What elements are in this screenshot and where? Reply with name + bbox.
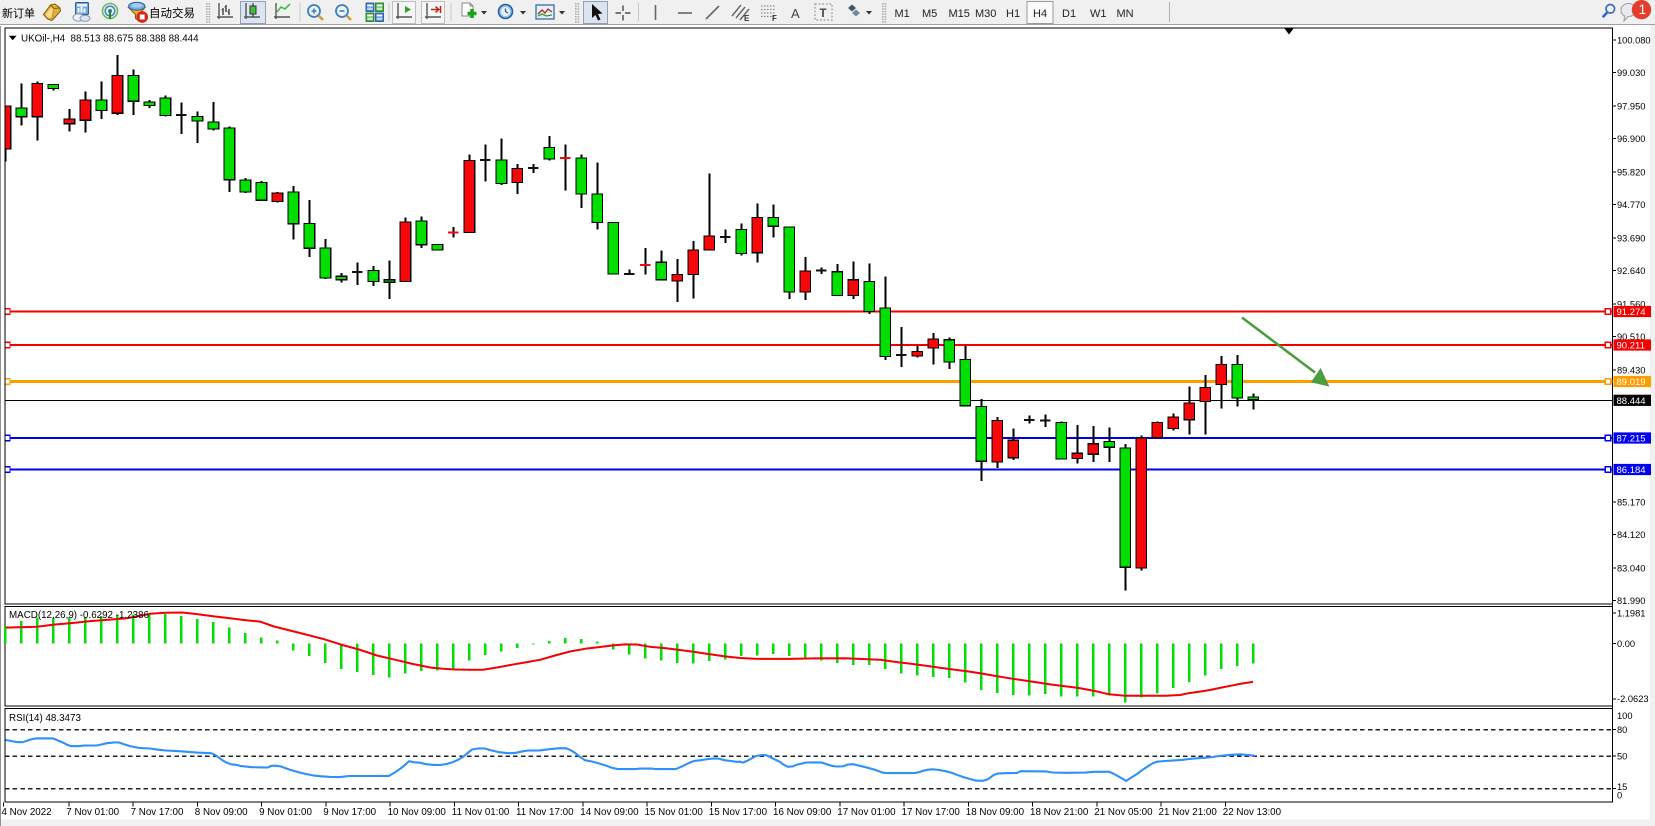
svg-text:80: 80 — [1617, 725, 1627, 735]
svg-text:17 Nov 01:00: 17 Nov 01:00 — [837, 807, 896, 818]
svg-text:97.950: 97.950 — [1617, 101, 1645, 111]
svg-text:RSI(14) 48.3473: RSI(14) 48.3473 — [9, 713, 81, 724]
svg-text:H1: H1 — [1006, 8, 1020, 20]
svg-text:90.211: 90.211 — [1617, 341, 1645, 352]
svg-text:F: F — [772, 14, 777, 23]
svg-text:0: 0 — [1617, 791, 1622, 801]
svg-text:83.040: 83.040 — [1617, 563, 1645, 573]
svg-text:86.184: 86.184 — [1617, 465, 1646, 476]
svg-text:11 Nov 17:00: 11 Nov 17:00 — [516, 807, 574, 818]
svg-text:MACD(12,26,9) -0.6292 -1.2386: MACD(12,26,9) -0.6292 -1.2386 — [9, 610, 150, 621]
svg-text:15 Nov 17:00: 15 Nov 17:00 — [709, 807, 768, 818]
svg-text:10 Nov 09:00: 10 Nov 09:00 — [388, 807, 447, 818]
svg-text:22 Nov 13:00: 22 Nov 13:00 — [1223, 807, 1282, 818]
svg-text:16 Nov 09:00: 16 Nov 09:00 — [773, 807, 832, 818]
svg-text:E: E — [744, 14, 750, 23]
svg-text:M1: M1 — [895, 8, 910, 20]
svg-text:89.019: 89.019 — [1617, 377, 1646, 388]
svg-text:自动交易: 自动交易 — [149, 6, 195, 20]
svg-text:15 Nov 01:00: 15 Nov 01:00 — [645, 807, 704, 818]
svg-text:87.215: 87.215 — [1617, 434, 1646, 445]
svg-text:1.1981: 1.1981 — [1617, 609, 1645, 619]
svg-text:新订单: 新订单 — [2, 6, 35, 20]
svg-text:95.820: 95.820 — [1617, 167, 1645, 177]
svg-text:18 Nov 21:00: 18 Nov 21:00 — [1030, 807, 1089, 818]
svg-text:7 Nov 17:00: 7 Nov 17:00 — [131, 807, 184, 818]
svg-text:100.080: 100.080 — [1617, 35, 1651, 45]
svg-text:7 Nov 01:00: 7 Nov 01:00 — [66, 807, 119, 818]
svg-text:50: 50 — [1617, 752, 1627, 762]
svg-text:4 Nov 2022: 4 Nov 2022 — [2, 807, 52, 818]
svg-text:85.170: 85.170 — [1617, 497, 1645, 507]
svg-text:17 Nov 17:00: 17 Nov 17:00 — [902, 807, 961, 818]
svg-text:T: T — [820, 8, 827, 20]
svg-text:15: 15 — [1617, 782, 1627, 792]
svg-text:8 Nov 09:00: 8 Nov 09:00 — [195, 807, 248, 818]
svg-text:H4: H4 — [1033, 8, 1047, 20]
svg-text:9 Nov 17:00: 9 Nov 17:00 — [323, 807, 376, 818]
svg-text:D1: D1 — [1062, 8, 1076, 20]
svg-text:1: 1 — [1639, 2, 1647, 17]
svg-text:96.900: 96.900 — [1617, 134, 1645, 144]
svg-text:M15: M15 — [949, 8, 970, 20]
svg-text:18 Nov 09:00: 18 Nov 09:00 — [966, 807, 1025, 818]
svg-text:84.120: 84.120 — [1617, 530, 1645, 540]
svg-text:99.030: 99.030 — [1617, 68, 1645, 78]
svg-text:W1: W1 — [1090, 8, 1107, 20]
svg-text:-2.0623: -2.0623 — [1617, 694, 1649, 704]
svg-text:92.640: 92.640 — [1617, 266, 1645, 276]
svg-text:MN: MN — [1117, 8, 1134, 20]
svg-text:94.770: 94.770 — [1617, 200, 1645, 210]
svg-text:90.510: 90.510 — [1617, 332, 1645, 342]
svg-text:14 Nov 09:00: 14 Nov 09:00 — [580, 807, 639, 818]
svg-text:UKOil-,H4 88.513 88.675 88.38: UKOil-,H4 88.513 88.675 88.388 88.444 — [21, 34, 199, 45]
svg-text:91.274: 91.274 — [1617, 307, 1646, 318]
svg-text:0.00: 0.00 — [1617, 639, 1635, 649]
svg-text:88.444: 88.444 — [1617, 396, 1646, 407]
svg-text:81.990: 81.990 — [1617, 596, 1645, 606]
svg-text:91.560: 91.560 — [1617, 299, 1645, 309]
svg-text:M30: M30 — [975, 8, 996, 20]
svg-text:M5: M5 — [922, 8, 937, 20]
svg-text:89.430: 89.430 — [1617, 365, 1645, 375]
svg-text:100: 100 — [1617, 711, 1633, 721]
svg-text:11 Nov 01:00: 11 Nov 01:00 — [452, 807, 510, 818]
svg-text:9 Nov 01:00: 9 Nov 01:00 — [259, 807, 312, 818]
svg-text:93.690: 93.690 — [1617, 233, 1645, 243]
svg-text:21 Nov 21:00: 21 Nov 21:00 — [1159, 807, 1218, 818]
svg-text:A: A — [791, 6, 800, 21]
svg-text:21 Nov 05:00: 21 Nov 05:00 — [1094, 807, 1153, 818]
